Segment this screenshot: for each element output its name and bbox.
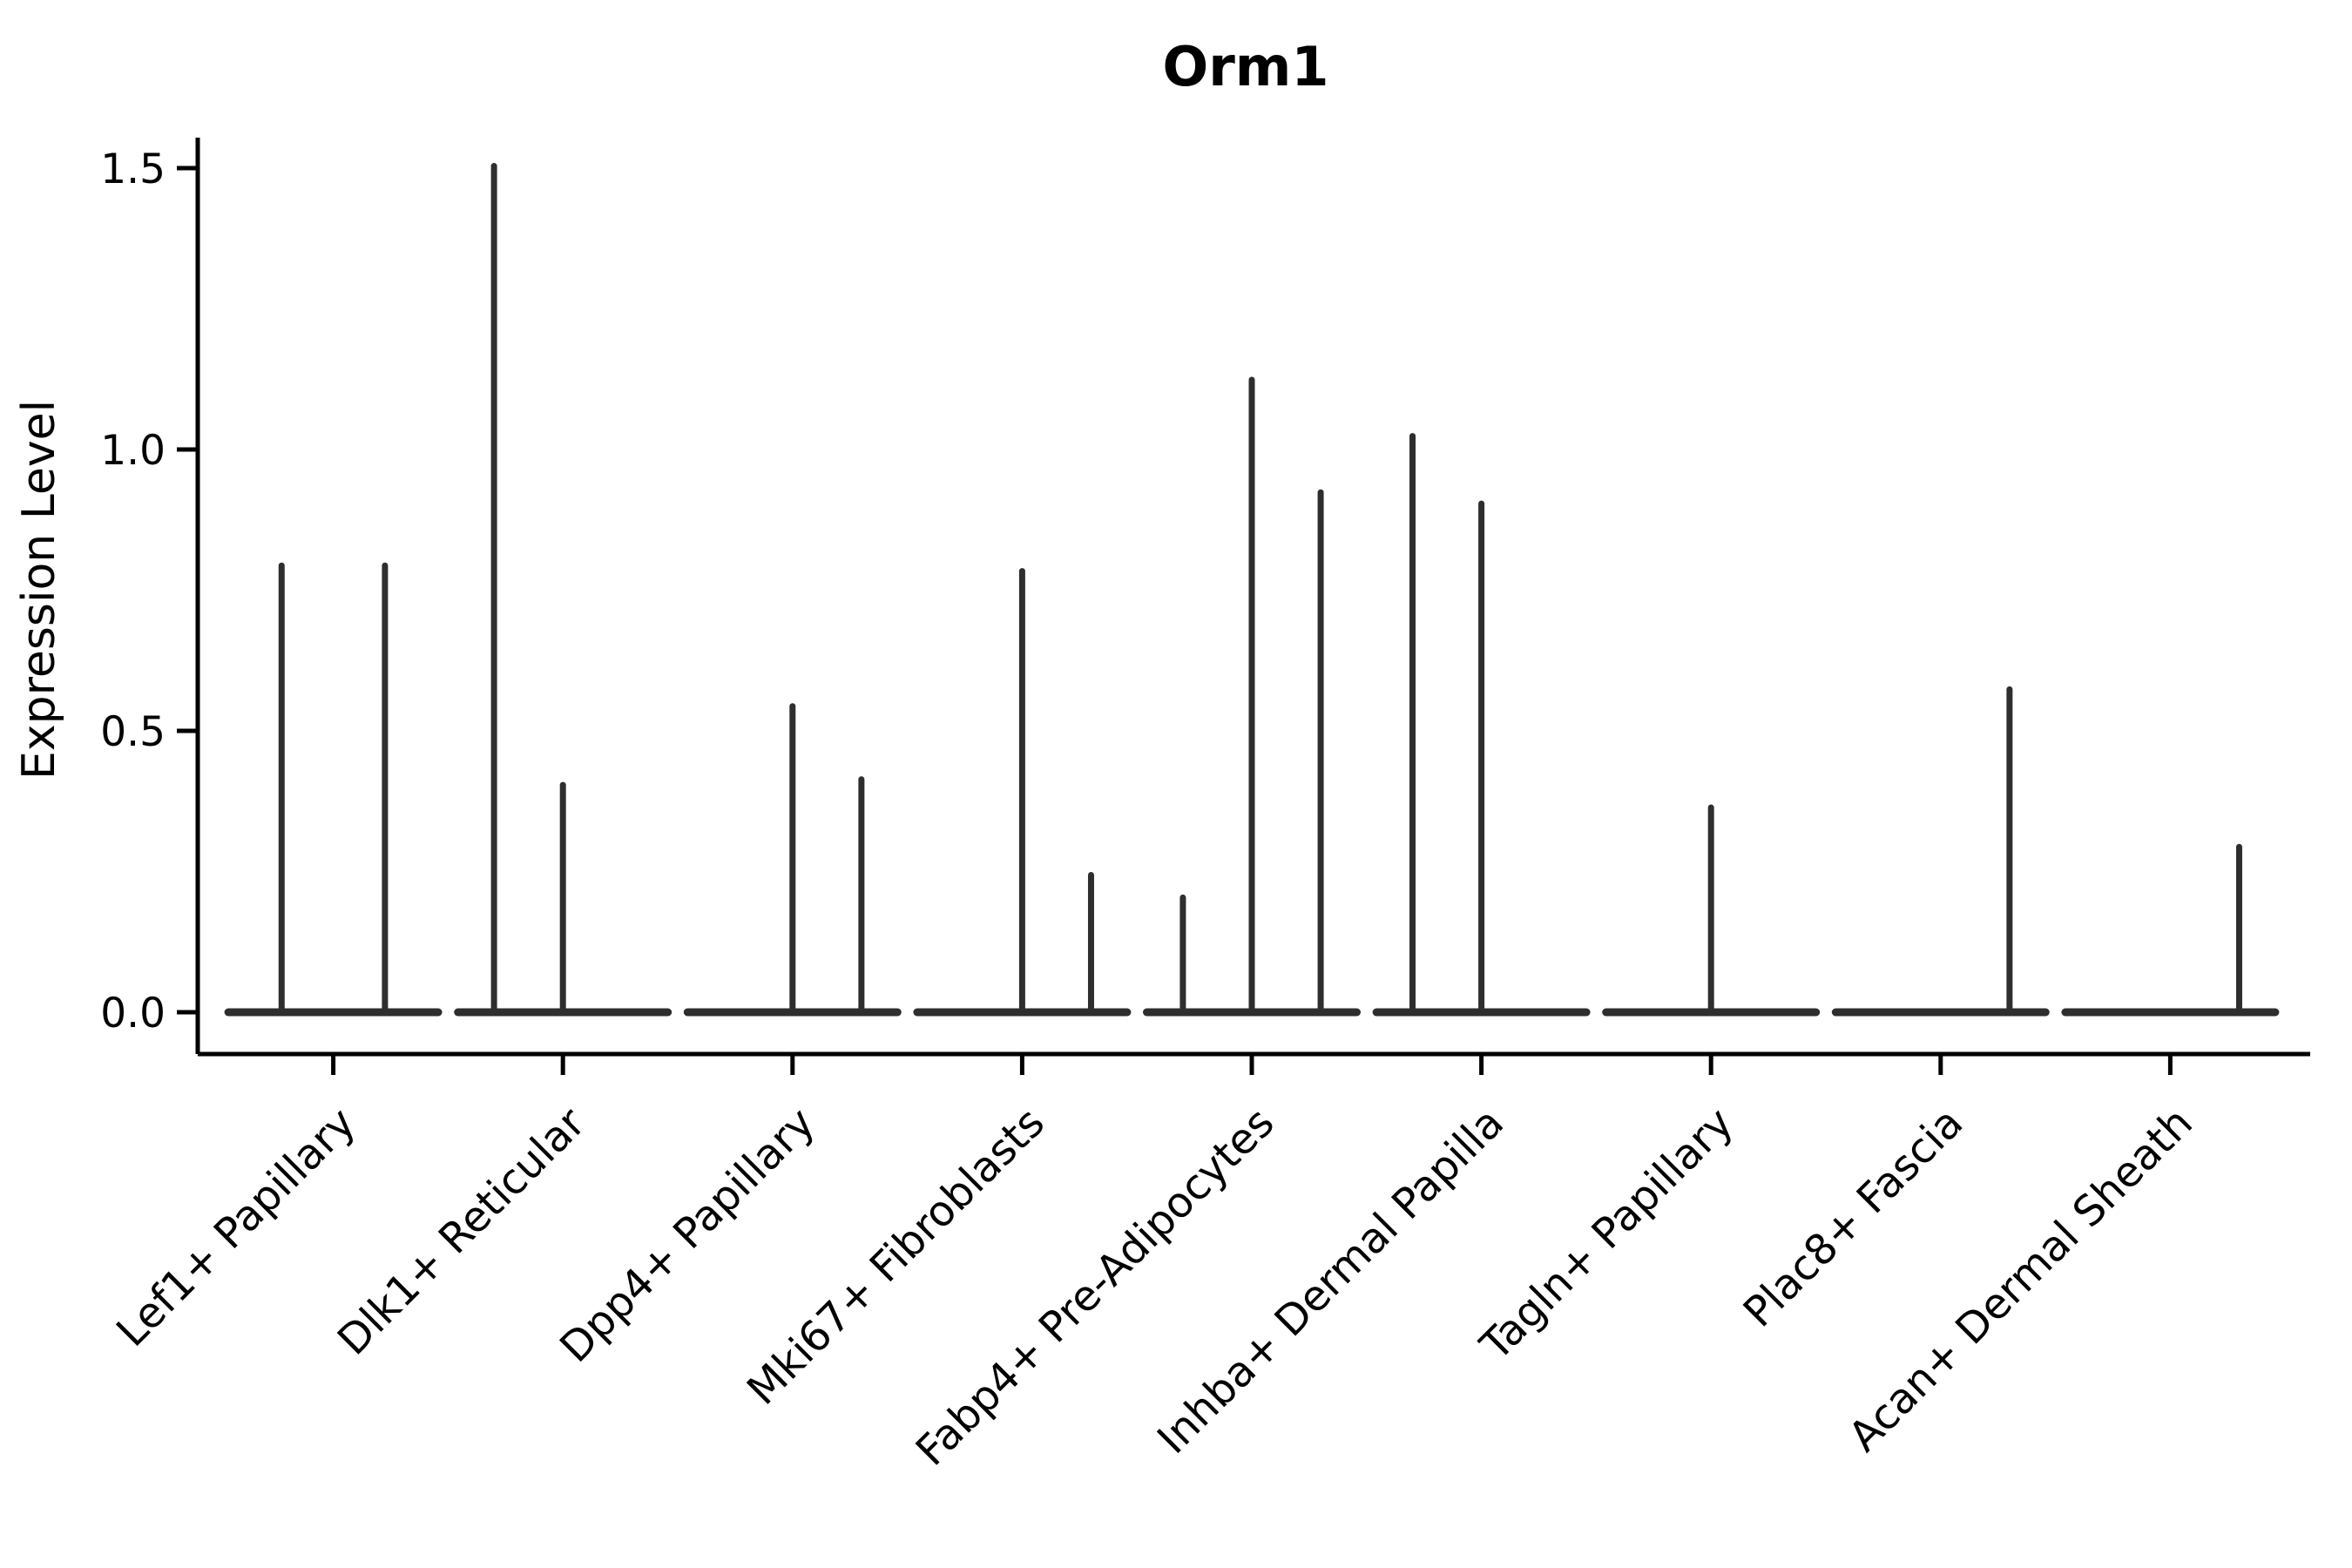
x-tick-label: Dpp4+ Papillary [551,1098,824,1372]
violins-group [224,163,2280,1017]
y-tick-label: 0.0 [100,990,166,1037]
x-tick-label: Tagln+ Papillary [1470,1098,1742,1370]
y-tick-label: 1.0 [100,427,166,475]
y-tick-label: 1.5 [100,145,166,193]
y-tick-label: 0.5 [100,708,166,756]
y-axis-ticks-group: 0.0 0.5 1.0 1.5 [100,145,198,1037]
y-axis-label: Expression Level [13,400,65,780]
x-tick-label: Dlk1+ Reticular [328,1098,595,1365]
chart-title: Orm1 [1162,35,1328,98]
x-tick-label: Lef1+ Papillary [107,1098,365,1356]
x-tick-label: Plac8+ Fascia [1734,1098,1973,1337]
